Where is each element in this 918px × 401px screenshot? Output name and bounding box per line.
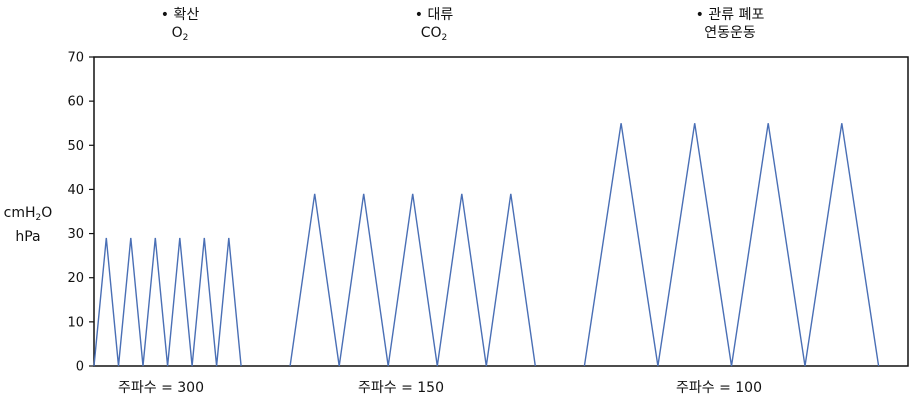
- y-tick-label: 60: [67, 95, 84, 110]
- annotation-gas-2: CO2: [420, 25, 448, 43]
- y-tick-label: 70: [67, 51, 84, 66]
- plot-frame: [93, 56, 909, 367]
- annotation-title-3: • 관류 폐포: [695, 7, 765, 23]
- x-group-label-1: 주파수 = 300: [118, 380, 204, 396]
- x-group-label-2: 주파수 = 150: [358, 380, 444, 396]
- annotation-group-2: • 대류 CO2: [382, 6, 486, 47]
- y-axis-ticks: 0 10 20 30 40 50 60 70: [67, 51, 94, 375]
- annotation-group-3: • 관류 폐포 연동운동: [670, 6, 790, 42]
- y-axis-label: cmH2O hPa: [2, 204, 54, 247]
- annotation-title-1: • 확산: [160, 7, 200, 23]
- y-axis-label-unit-alt: hPa: [15, 229, 41, 245]
- annotation-group-1: • 확산 O2: [128, 6, 232, 47]
- y-axis-label-unit-suffix: O: [41, 205, 53, 221]
- y-tick-label: 40: [67, 183, 84, 198]
- y-tick-label: 0: [76, 360, 84, 375]
- annotation-gas-1: O2: [171, 25, 189, 43]
- annotation-process-3: 연동운동: [704, 25, 756, 41]
- x-group-label-3: 주파수 = 100: [676, 380, 762, 396]
- y-tick-label: 30: [67, 227, 84, 242]
- y-tick-label: 50: [67, 139, 84, 154]
- series-line-3: [583, 123, 880, 367]
- series-line-1: [93, 237, 242, 367]
- y-axis-label-unit-sub: 2: [35, 213, 42, 223]
- series-line-2: [289, 193, 536, 367]
- y-tick-label: 20: [67, 271, 84, 286]
- annotation-title-2: • 대류: [414, 7, 454, 23]
- y-axis-label-unit-prefix: cmH: [3, 205, 36, 221]
- series-lines: [93, 123, 880, 367]
- y-tick-label: 10: [67, 315, 84, 330]
